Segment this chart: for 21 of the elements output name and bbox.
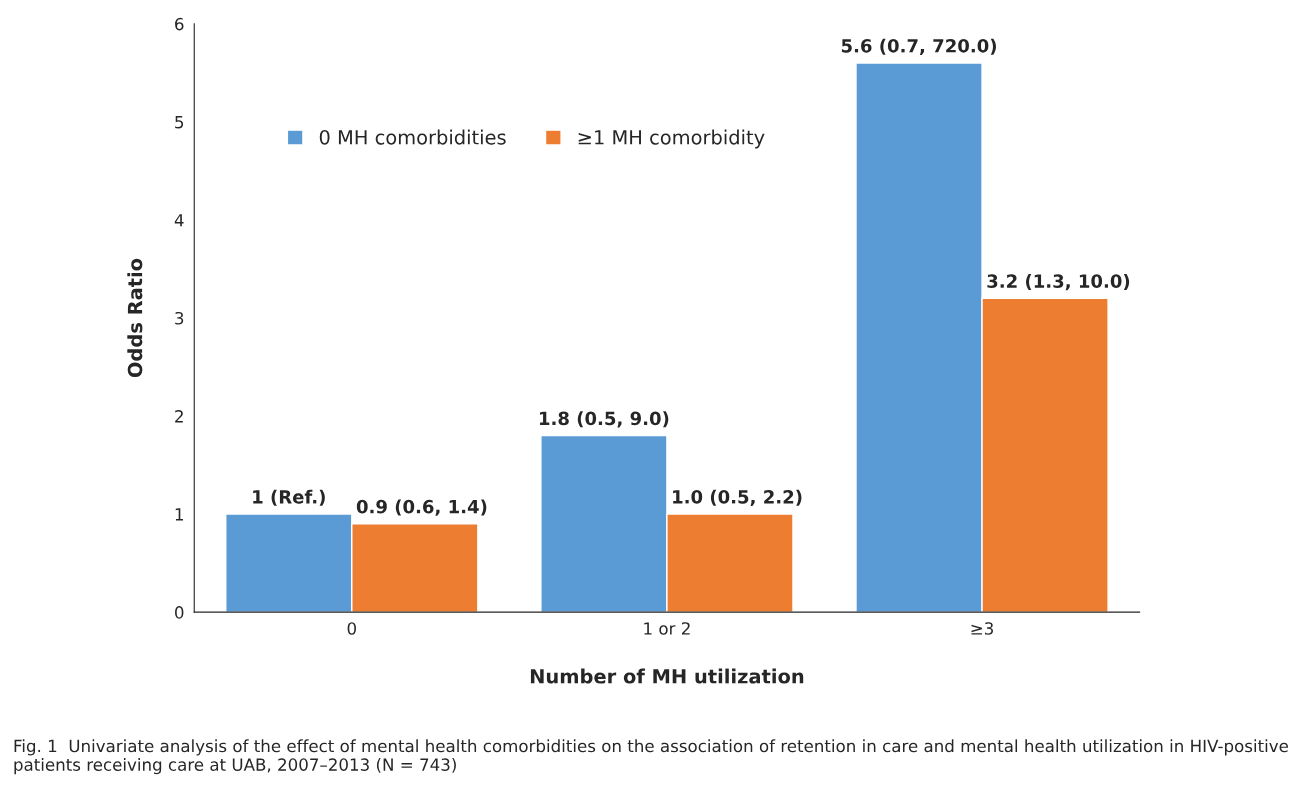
x-tick-label: 0 bbox=[347, 622, 356, 635]
legend-label: ≥1 MH comorbidity bbox=[578, 129, 765, 149]
y-tick-label: 3 bbox=[175, 311, 184, 325]
legend-label: 0 MH comorbidities bbox=[319, 129, 506, 145]
y-tick-label: 0 bbox=[175, 606, 184, 619]
data-label: 5.6 (0.7, 720.0) bbox=[841, 38, 996, 55]
x-axis-title: Number of MH utilization bbox=[530, 668, 804, 684]
data-label: 3.2 (1.3, 10.0) bbox=[987, 273, 1130, 291]
x-tick-label: 1 or 2 bbox=[644, 622, 690, 635]
data-label: 1.0 (0.5, 2.2) bbox=[673, 489, 802, 506]
data-label: 1 (Ref.) bbox=[253, 489, 325, 506]
y-tick-label: 2 bbox=[175, 410, 183, 423]
data-label: 1.8 (0.5, 9.0) bbox=[540, 411, 669, 428]
y-tick-label: 1 bbox=[175, 508, 183, 521]
y-tick-label: 5 bbox=[175, 116, 184, 129]
caption: Fig. 1 Univariate analysis of the effect of mental health comorbidities on the association of retention in care and mental health utilization in HIV-positive patients receiving care at UAB, 2007–2013 (N = 743) bbox=[14, 739, 1288, 775]
y-tick-label: 4 bbox=[174, 214, 184, 227]
y-tick-label: 6 bbox=[175, 17, 184, 31]
data-label: 0.9 (0.6, 1.4) bbox=[356, 499, 487, 516]
x-tick-label: ≥3 bbox=[971, 622, 993, 635]
y-axis-title: Odds Ratio bbox=[127, 258, 143, 378]
